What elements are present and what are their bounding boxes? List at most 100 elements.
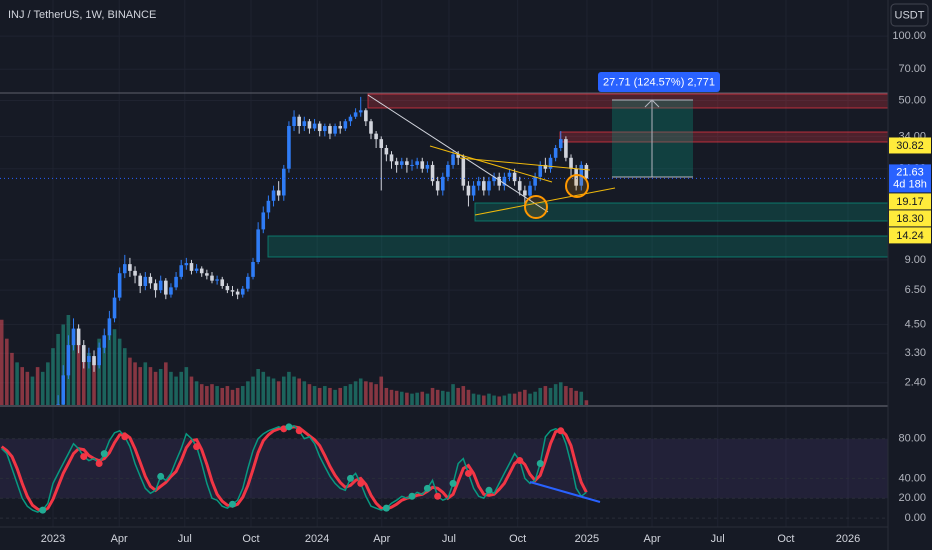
volume-bar xyxy=(199,384,204,405)
price-label-box xyxy=(889,227,931,244)
volume-bar xyxy=(584,400,589,405)
trend-line xyxy=(429,145,553,183)
volume-bar xyxy=(517,391,522,405)
candle-body xyxy=(430,164,435,182)
candle-body xyxy=(379,139,384,148)
volume-layer xyxy=(0,315,589,405)
candle-body xyxy=(246,276,250,289)
y-tick-label: 4.50 xyxy=(905,318,926,330)
volume-bar xyxy=(420,391,425,405)
cross-dot xyxy=(39,506,47,514)
volume-bar xyxy=(358,378,363,405)
volume-bar xyxy=(87,352,91,405)
candle-body xyxy=(574,168,578,186)
candle-body xyxy=(281,168,286,196)
candle-body xyxy=(87,356,91,363)
candle-body xyxy=(461,157,466,186)
x-tick-label: Apr xyxy=(373,533,390,545)
cross-dot xyxy=(100,450,108,458)
y-tick-label: 3.30 xyxy=(905,347,926,359)
volume-bar xyxy=(0,319,4,405)
volume-bar xyxy=(440,390,445,405)
candle-body xyxy=(292,116,296,127)
trend-line xyxy=(459,157,591,171)
volume-bar xyxy=(512,393,517,405)
volume-bar xyxy=(405,392,409,405)
volume-bar xyxy=(389,389,394,405)
last-price-label: 21.63 xyxy=(896,166,924,178)
volume-bar xyxy=(235,387,240,405)
candle-body xyxy=(276,190,281,196)
volume-bar xyxy=(446,391,450,405)
candle-body xyxy=(523,190,527,196)
candle-body xyxy=(374,133,378,140)
candle-body xyxy=(466,185,471,196)
zones xyxy=(0,92,888,258)
x-tick-label: Apr xyxy=(111,533,128,545)
candle-body xyxy=(189,263,194,271)
volume-bar xyxy=(271,378,276,405)
volume-bar xyxy=(220,387,225,405)
candle-body xyxy=(348,116,353,122)
currency-label[interactable]: USDT xyxy=(895,9,925,21)
price-label-box xyxy=(889,193,931,210)
candle-body xyxy=(169,287,173,295)
divergence-line xyxy=(529,481,601,503)
candle-body xyxy=(240,288,245,295)
candle-body xyxy=(215,279,219,281)
volume-bar xyxy=(35,367,40,405)
candle-body xyxy=(533,176,537,186)
candle-body xyxy=(405,161,409,165)
candle-body xyxy=(153,283,158,291)
volume-bar xyxy=(343,386,348,405)
candle-body xyxy=(343,121,348,129)
volume-bar xyxy=(328,387,332,405)
candle-body xyxy=(394,161,399,165)
volume-bar xyxy=(538,387,543,405)
candle-body xyxy=(133,270,137,276)
x-tick-label: Jul xyxy=(711,533,725,545)
volume-bar xyxy=(502,395,507,405)
candle-body xyxy=(312,123,317,129)
candle-body xyxy=(184,263,189,266)
volume-bar xyxy=(317,387,322,405)
candle-body xyxy=(297,116,301,127)
cross-dot xyxy=(516,457,524,465)
price-label: 30.82 xyxy=(896,140,924,152)
volume-bar xyxy=(379,376,384,405)
candle-body xyxy=(317,123,322,132)
volume-bar xyxy=(179,371,184,405)
candle-body xyxy=(266,200,271,213)
volume-bar xyxy=(292,376,296,405)
volume-bar xyxy=(251,376,255,405)
currency-button[interactable] xyxy=(890,3,929,27)
candle-body xyxy=(435,181,440,191)
x-tick-label: 2024 xyxy=(305,533,329,545)
candle-body xyxy=(307,121,312,129)
x-tick-label: Apr xyxy=(643,533,660,545)
support-zone xyxy=(267,235,888,258)
volume-bar xyxy=(256,369,260,405)
volume-bar xyxy=(507,393,512,405)
candle-body xyxy=(107,318,112,336)
candle-body xyxy=(71,328,76,346)
candle-body xyxy=(471,185,476,196)
measure-label: 27.71 (124.57%) 2,771 xyxy=(603,76,715,88)
volume-bar xyxy=(10,352,14,405)
volume-bar xyxy=(133,362,137,405)
candle-body xyxy=(558,139,563,148)
candle-body xyxy=(492,176,496,182)
candle-body xyxy=(122,264,127,274)
cross-dot xyxy=(382,504,390,512)
x-tick-label: Oct xyxy=(509,533,526,545)
volume-bar xyxy=(205,386,209,405)
cross-dot xyxy=(423,484,431,492)
volume-bar xyxy=(246,381,250,405)
volume-bar xyxy=(451,384,455,405)
highlight-circle xyxy=(565,174,589,198)
last-price-box xyxy=(889,164,931,193)
candle-body xyxy=(220,279,225,286)
volume-bar xyxy=(435,389,440,405)
